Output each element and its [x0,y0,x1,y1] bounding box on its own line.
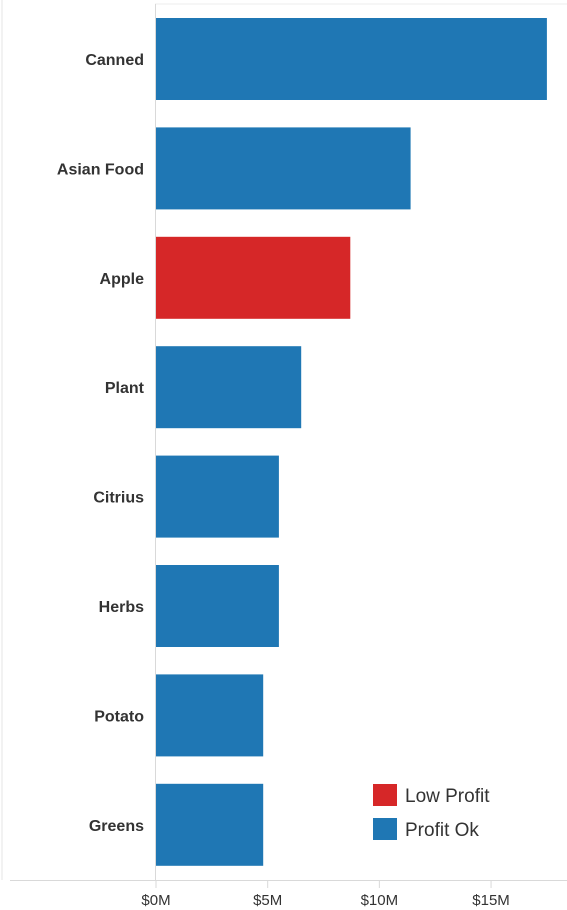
category-label-greens: Greens [89,818,144,835]
bar-potato[interactable] [156,674,264,757]
category-labels: Canned Asian Food Apple Plant Citrius Herbs Po… [57,52,145,835]
bars-layer [156,18,547,866]
x-tick-label-0: $0M [141,892,170,909]
bar-greens[interactable] [156,783,264,866]
legend-swatch-low-profit [373,784,397,806]
legend-swatch-profit-ok [373,818,397,840]
bar-apple[interactable] [156,236,351,319]
category-label-apple: Apple [100,271,145,288]
category-label-canned: Canned [85,52,144,69]
bar-canned[interactable] [156,18,547,100]
bar-citrius[interactable] [156,455,279,538]
category-label-herbs: Herbs [99,599,144,616]
x-tick-label-1: $5M [253,892,282,909]
category-label-plant: Plant [105,380,145,397]
x-tick-label-2: $10M [361,892,399,909]
legend-label-profit-ok: Profit Ok [405,820,479,841]
category-label-asian-food: Asian Food [57,161,144,178]
x-axis-ticks: $0M $5M $10M $15M [141,881,510,909]
legend-label-low-profit: Low Profit [405,786,490,807]
bar-herbs[interactable] [156,565,279,647]
legend: Low Profit Profit Ok [373,784,490,841]
category-label-citrius: Citrius [93,490,144,507]
bar-plant[interactable] [156,346,302,429]
category-label-potato: Potato [94,708,144,725]
bar-asian-food[interactable] [156,127,411,210]
x-tick-label-3: $15M [472,892,510,909]
